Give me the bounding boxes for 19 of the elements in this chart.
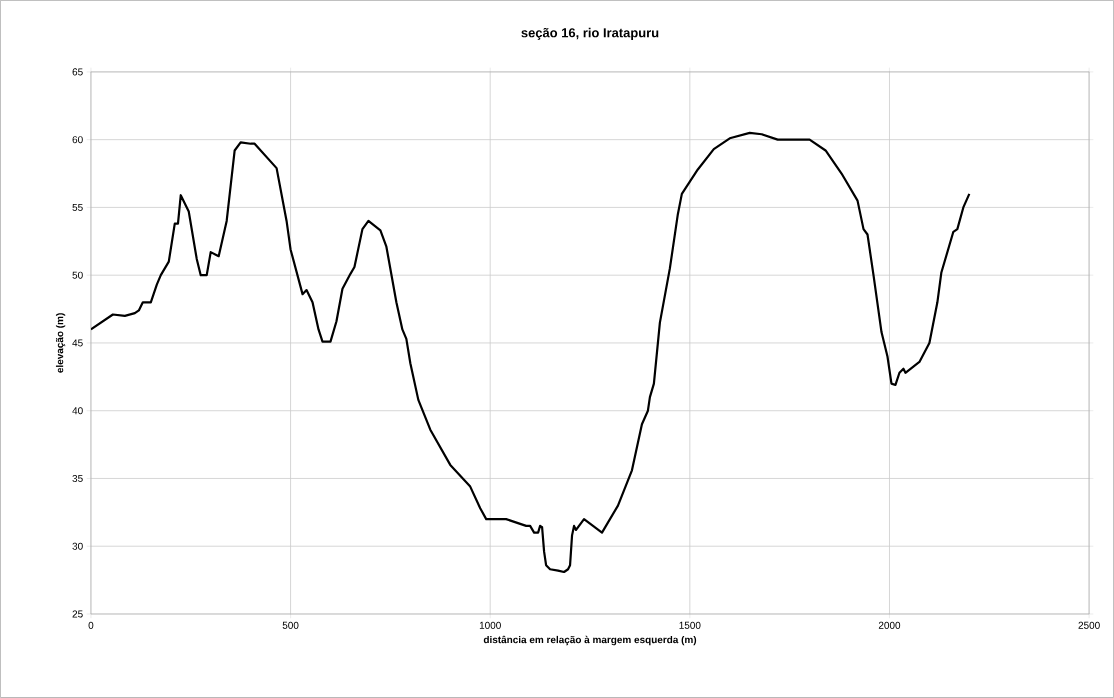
y-tick-label: 50	[72, 271, 83, 279]
x-tick-label: 2500	[1078, 621, 1100, 629]
y-tick-label: 35	[72, 474, 83, 483]
y-tick-label: 60	[72, 136, 83, 144]
y-tick-label: 25	[72, 610, 83, 618]
x-tick-label: 2000	[878, 621, 901, 629]
x-axis-title: distância em relação à margem esquerda (m)	[483, 635, 697, 646]
y-tick-label: 40	[72, 407, 83, 415]
chart-title: seção 16, rio Iratapuru	[521, 27, 659, 40]
x-tick-label: 0	[88, 621, 94, 629]
y-tick-label: 30	[72, 542, 83, 550]
line-series	[90, 131, 971, 574]
y-tick-label: 55	[72, 203, 83, 211]
y-axis-title: elevação (m)	[55, 313, 66, 373]
x-tick-label: 1000	[479, 621, 501, 629]
x-tick-label: 1500	[679, 621, 701, 629]
y-tick-label: 65	[72, 68, 83, 76]
x-tick-label: 500	[282, 621, 299, 629]
y-tick-label: 45	[72, 339, 83, 347]
